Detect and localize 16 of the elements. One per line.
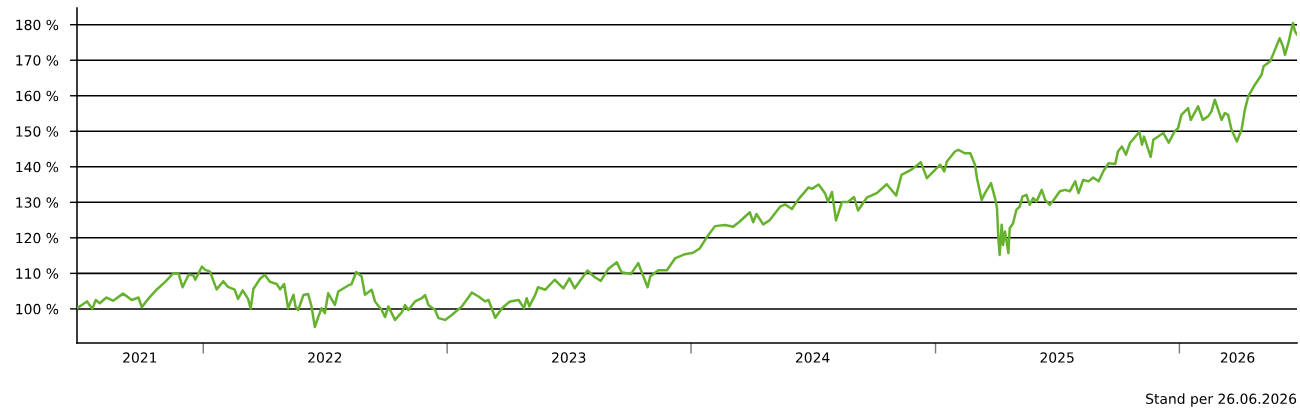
y-tick-label: 130 %: [16, 197, 59, 208]
x-tick-label: 2023: [552, 352, 586, 363]
y-tick-label: 170 %: [16, 55, 59, 66]
y-tick-label: 180 %: [16, 19, 59, 31]
y-tick-label: 120 %: [16, 232, 59, 244]
x-tick-label: 2025: [1040, 352, 1074, 363]
x-tick-label: 2026: [1220, 352, 1255, 363]
y-tick-label: 110 %: [16, 268, 59, 279]
text: Stand per 26.06.2026: [1146, 393, 1297, 407]
y-tick-label: 100 %: [16, 303, 59, 315]
y-tick-label: 140 %: [16, 161, 59, 173]
y-tick-label: 150 %: [16, 126, 59, 137]
x-tick-label: 2022: [308, 352, 342, 363]
y-tick-label: 160 %: [16, 90, 59, 102]
x-tick-label: 2024: [795, 352, 830, 363]
x-tick-label: 2021: [123, 352, 157, 363]
